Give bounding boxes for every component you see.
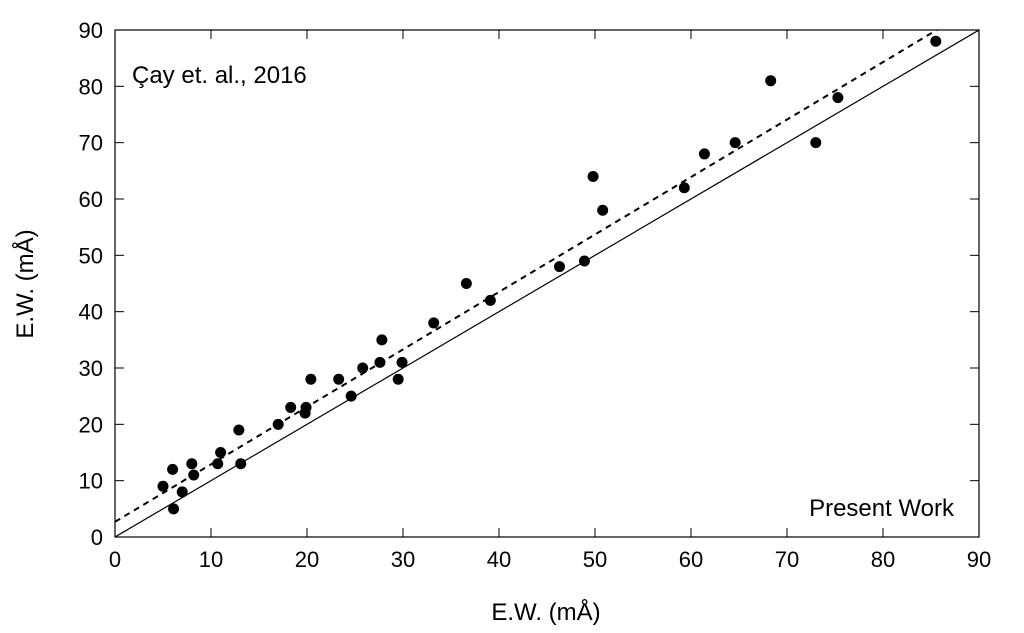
data-point <box>176 486 188 498</box>
data-point <box>215 447 227 458</box>
y-tick-label: 10 <box>79 469 103 494</box>
data-point <box>188 469 200 481</box>
data-point <box>305 373 317 385</box>
y-tick-label: 60 <box>79 187 103 212</box>
data-point <box>765 75 777 87</box>
x-axis-label: E.W. (mÅ) <box>491 598 600 626</box>
data-point <box>167 463 179 475</box>
y-tick-label: 50 <box>79 243 103 268</box>
data-point <box>587 170 599 182</box>
x-tick-label: 40 <box>487 547 511 572</box>
data-point <box>186 458 198 470</box>
y-tick-label: 70 <box>79 131 103 156</box>
data-point <box>233 424 245 436</box>
data-point <box>212 458 224 470</box>
data-point <box>157 480 169 492</box>
y-tick-label: 90 <box>79 18 103 43</box>
y-tick-label: 20 <box>79 412 103 437</box>
plot-frame <box>114 29 980 538</box>
data-point <box>345 390 357 402</box>
y-tick-label: 40 <box>79 300 103 325</box>
data-point <box>300 401 312 413</box>
x-tick-label: 10 <box>199 547 223 572</box>
plot-area <box>114 29 980 538</box>
data-point <box>272 418 284 430</box>
data-point <box>597 204 609 216</box>
data-points <box>157 35 942 515</box>
y-tick-label: 0 <box>91 525 103 550</box>
data-point <box>392 373 404 385</box>
data-point <box>832 92 844 104</box>
y-tick-label: 30 <box>79 356 103 381</box>
data-point <box>285 401 297 413</box>
axis-ticks: 0 10 20 30 40 50 60 70 80 90 0 10 20 30 40 50 60 70 80 90 <box>79 18 992 572</box>
y-axis-label: E.W. (mÅ) <box>11 229 39 338</box>
data-point <box>578 255 590 267</box>
data-point <box>698 148 710 160</box>
data-point <box>553 261 565 273</box>
x-tick-label: 50 <box>583 547 607 572</box>
data-point <box>484 294 496 306</box>
data-point <box>168 503 180 515</box>
x-tick-label: 70 <box>775 547 799 572</box>
data-point <box>460 278 472 289</box>
data-point <box>729 137 741 149</box>
data-point <box>678 182 690 194</box>
x-tick-label: 0 <box>109 547 121 572</box>
fit-line-dashed <box>115 30 939 523</box>
data-point <box>357 362 369 374</box>
data-point <box>333 373 345 385</box>
annotation-present-work: Present Work <box>809 495 955 522</box>
identity-line-solid <box>115 30 979 537</box>
data-point <box>428 317 440 329</box>
x-tick-label: 20 <box>295 547 319 572</box>
x-tick-label: 30 <box>391 547 415 572</box>
data-point <box>376 334 388 346</box>
data-point <box>374 356 386 368</box>
x-tick-label: 60 <box>679 547 703 572</box>
y-tick-label: 80 <box>79 74 103 99</box>
data-point <box>396 356 408 368</box>
x-tick-label: 80 <box>871 547 895 572</box>
data-point <box>810 137 822 149</box>
data-point <box>930 35 942 47</box>
x-tick-label: 90 <box>967 547 991 572</box>
data-point <box>235 458 247 470</box>
annotation-reference: Çay et. al., 2016 <box>132 62 307 89</box>
